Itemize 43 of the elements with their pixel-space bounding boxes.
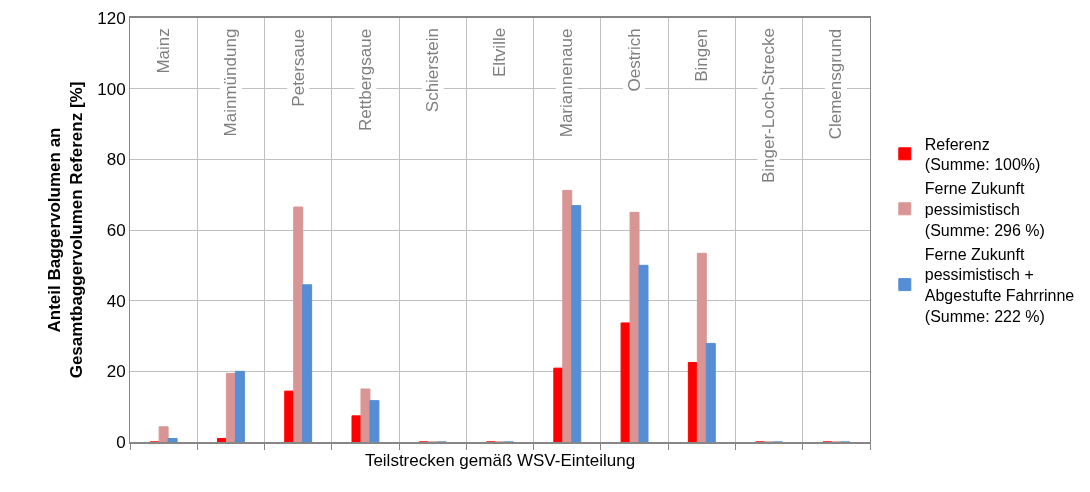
bar xyxy=(225,372,236,442)
legend-label: Referenz (Summe: 100%) xyxy=(924,135,1041,174)
bar xyxy=(562,189,573,442)
bar xyxy=(360,388,371,442)
x-tick-label: Binger-Loch-Strecke xyxy=(759,28,779,184)
x-tick-label: Mainz xyxy=(153,28,173,74)
y-tick-label: 60 xyxy=(106,220,126,240)
x-tick-label: Mainmündung xyxy=(221,28,241,137)
legend-label: Ferne Zukunft pessimistisch (Summe: 296 %) xyxy=(924,180,1045,239)
y-tick-label: 0 xyxy=(116,432,126,452)
x-tick-label: Petersaue xyxy=(288,29,308,107)
x-tick-label: Oestrich xyxy=(624,28,644,92)
bar xyxy=(351,415,362,442)
bar xyxy=(284,390,295,442)
legend-label: Ferne Zukunft pessimistisch + Abgestufte Fahrrinne (Summe: 222 %) xyxy=(924,245,1075,326)
bar xyxy=(705,342,716,442)
bar xyxy=(293,206,304,442)
bar xyxy=(696,252,707,442)
bar xyxy=(638,264,649,442)
x-axis-title: Teilstrecken gemäß WSV-Einteilung xyxy=(364,451,636,471)
y-tick-label: 20 xyxy=(106,362,126,382)
x-tick-label: Mariannenaue xyxy=(557,28,577,138)
bar xyxy=(234,370,245,442)
y-tick-label: 120 xyxy=(97,8,126,28)
bar xyxy=(158,426,169,442)
y-tick-label: 80 xyxy=(106,150,126,170)
x-tick-label: Rettbergsaue xyxy=(355,28,375,131)
x-tick-label: Eltville xyxy=(490,27,510,77)
x-tick-label: Bingen xyxy=(691,28,711,82)
x-tick-label: Schierstein xyxy=(423,28,443,113)
y-axis-title: Anteil Baggervolumen an Gesamtbaggervolumen Referenz [%] xyxy=(44,81,86,379)
bar xyxy=(302,284,313,442)
bar xyxy=(687,362,698,442)
y-tick-label: 40 xyxy=(106,291,126,311)
bar xyxy=(620,322,631,442)
bar xyxy=(369,400,380,442)
bar xyxy=(553,367,564,442)
y-tick-label: 100 xyxy=(97,79,126,99)
bar xyxy=(167,437,178,442)
bar xyxy=(571,205,582,442)
x-tick-label: Clemensgrund xyxy=(826,28,846,140)
bar xyxy=(629,211,640,442)
bar xyxy=(216,437,227,442)
